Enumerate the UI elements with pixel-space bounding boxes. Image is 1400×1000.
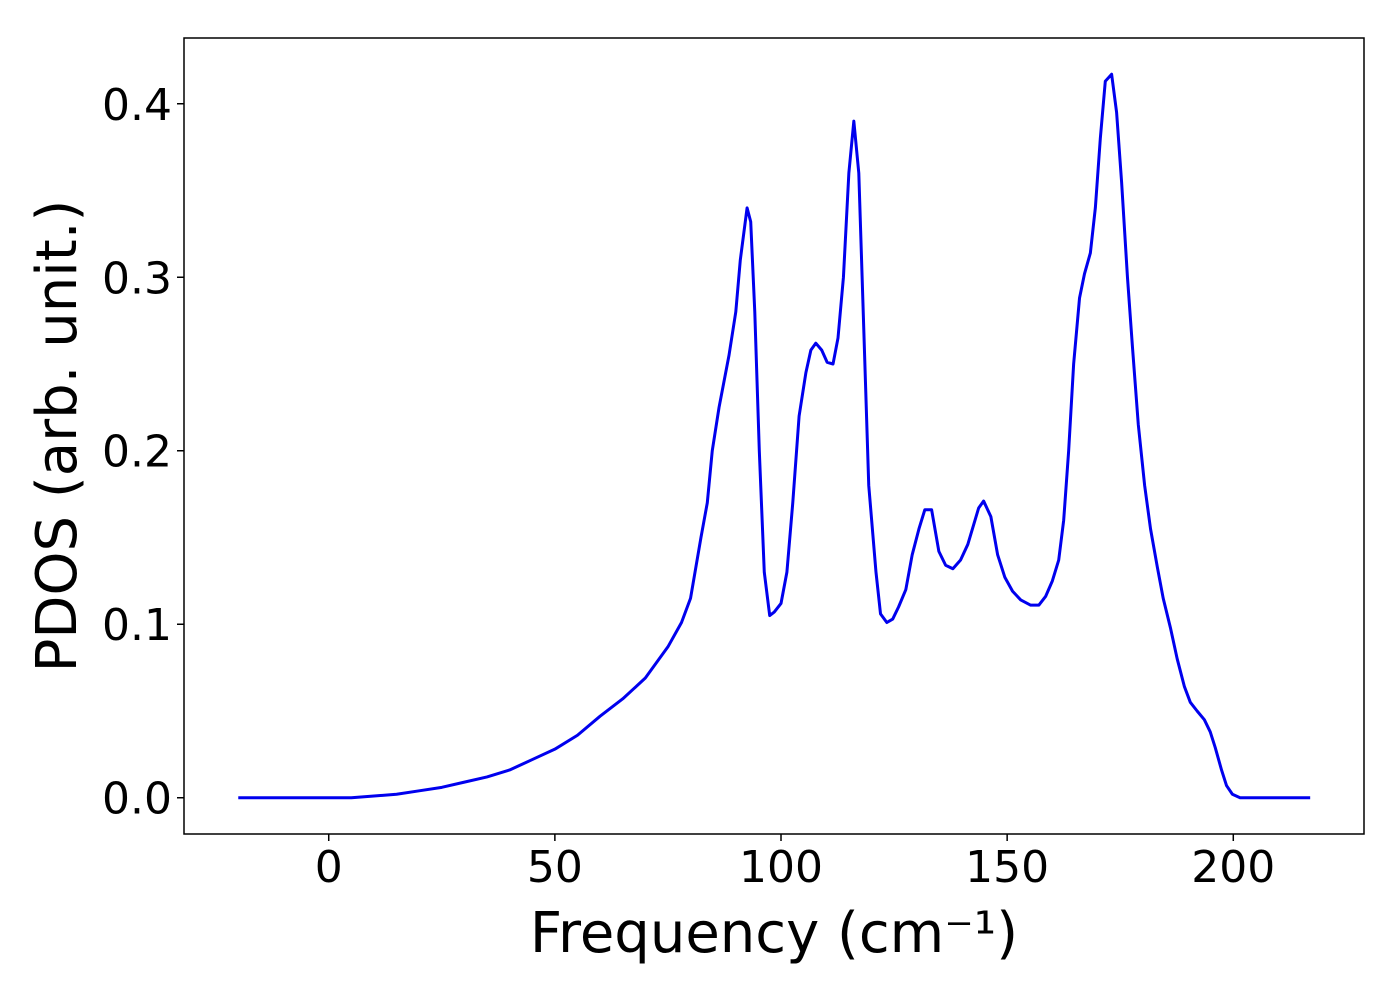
- x-tick-label: 50: [527, 842, 583, 893]
- x-tick-label: 0: [315, 842, 343, 893]
- x-tick-label: 200: [1191, 842, 1275, 893]
- data-line: [238, 72, 1311, 800]
- y-axis-label: PDOS (arb. unit.): [25, 200, 90, 673]
- x-tick-label: 100: [739, 842, 823, 893]
- y-tick-label: 0.4: [102, 80, 172, 131]
- x-axis-label: Frequency (cm⁻¹): [530, 901, 1018, 966]
- plot-frame: [183, 37, 1365, 835]
- y-tick-label: 0.2: [102, 427, 172, 478]
- y-tick-label: 0.0: [102, 774, 172, 825]
- y-tick-label: 0.3: [102, 253, 172, 304]
- y-tick-label: 0.1: [102, 600, 172, 651]
- x-tick-label: 150: [965, 842, 1049, 893]
